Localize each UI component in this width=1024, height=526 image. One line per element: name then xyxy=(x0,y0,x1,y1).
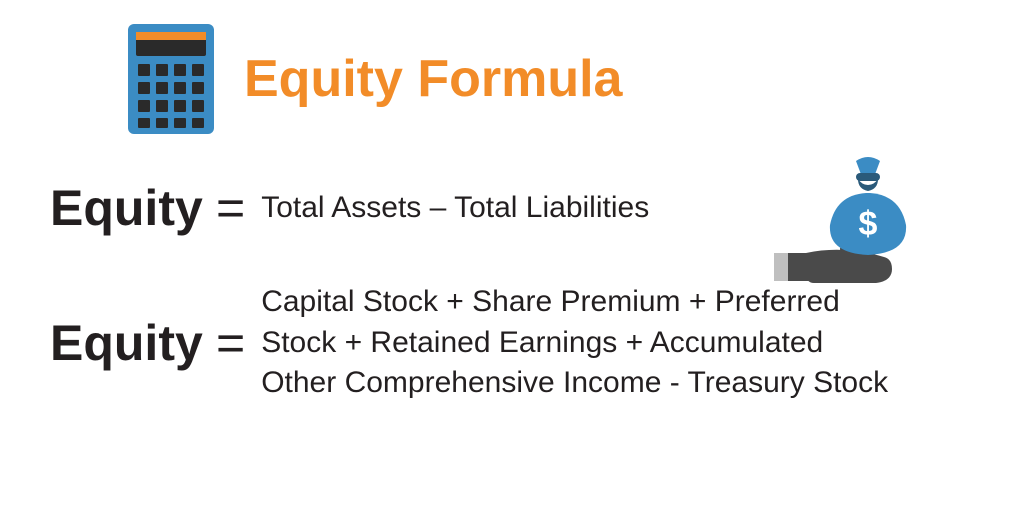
equals-sign: = xyxy=(216,179,245,237)
formula-rhs: Capital Stock + Share Premium + Preferre… xyxy=(261,282,901,404)
money-bag-icon: $ xyxy=(774,155,944,300)
calculator-icon xyxy=(128,24,214,134)
formula-rhs: Total Assets – Total Liabilities xyxy=(261,188,649,229)
formula-lhs: Equity xyxy=(50,314,210,372)
page-title: Equity Formula xyxy=(244,49,622,109)
header-row: Equity Formula xyxy=(0,0,1024,134)
svg-text:$: $ xyxy=(859,205,878,243)
formula-lhs: Equity xyxy=(50,179,210,237)
formula-row: Equity = Capital Stock + Share Premium +… xyxy=(50,282,1024,404)
equals-sign: = xyxy=(216,314,245,372)
